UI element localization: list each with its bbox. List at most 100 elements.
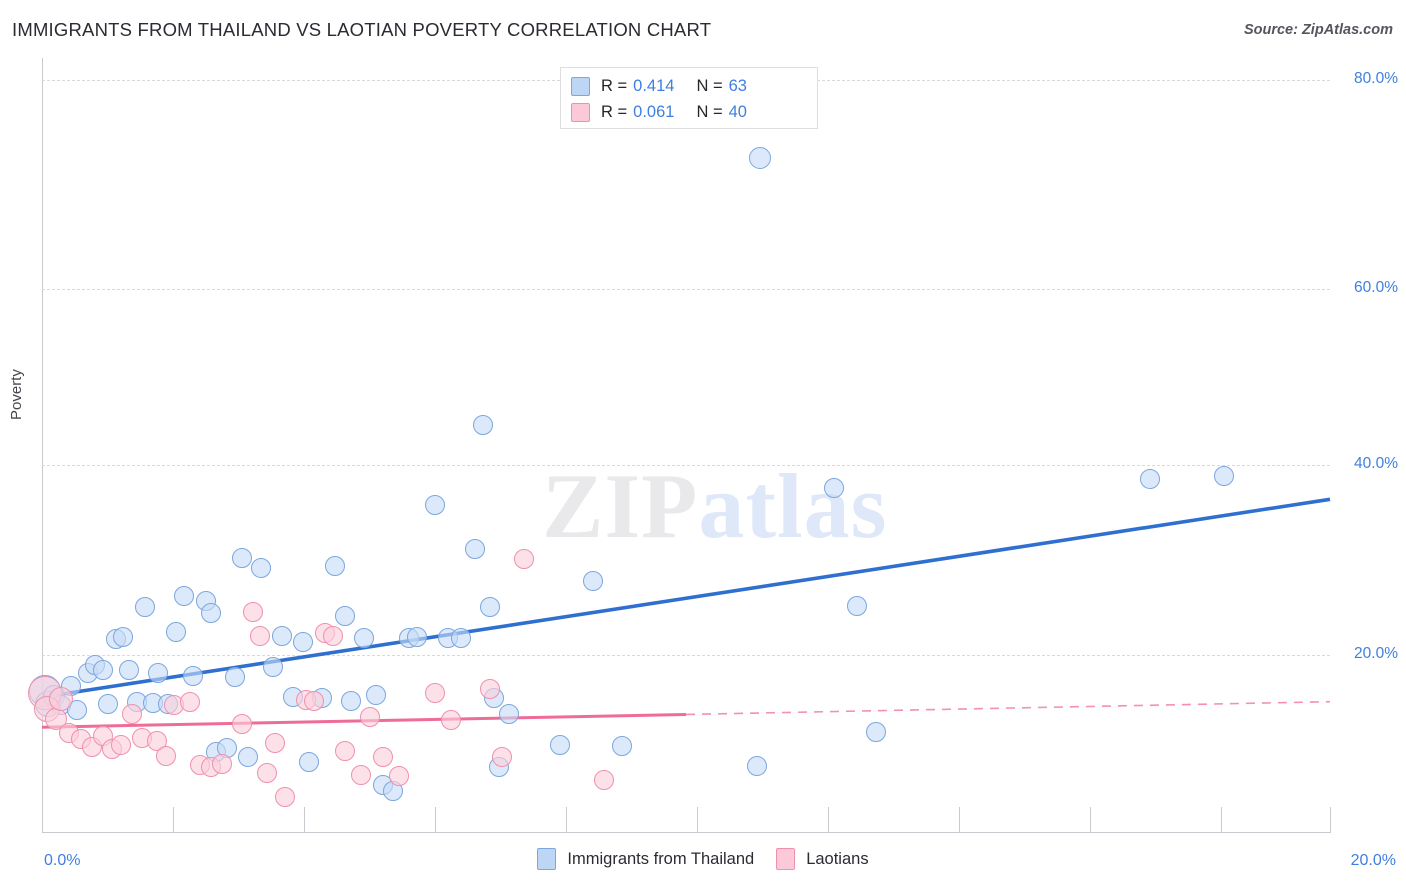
data-point-laotians[interactable]: [389, 765, 410, 786]
data-point-immigrants-from-thailand[interactable]: [464, 538, 485, 559]
data-point-immigrants-from-thailand[interactable]: [365, 685, 386, 706]
x-axis-tick: [435, 807, 436, 833]
data-point-laotians[interactable]: [513, 549, 534, 570]
data-point-immigrants-from-thailand[interactable]: [846, 595, 867, 616]
data-point-laotians[interactable]: [440, 709, 461, 730]
data-point-laotians[interactable]: [243, 602, 264, 623]
x-axis-min-label: 0.0%: [44, 852, 81, 869]
data-point-laotians[interactable]: [231, 713, 252, 734]
trend-line-laotians-dashed: [685, 700, 1331, 716]
data-point-immigrants-from-thailand[interactable]: [325, 555, 346, 576]
data-point-laotians[interactable]: [275, 787, 296, 808]
n-label: N =: [696, 102, 723, 121]
data-point-laotians[interactable]: [212, 753, 233, 774]
x-axis-tick: [828, 807, 829, 833]
correlation-stat-row: R = 0.414 N = 63: [571, 73, 807, 99]
r-value: 0.414: [633, 76, 675, 95]
legend-color-swatch: [776, 848, 796, 870]
data-point-laotians[interactable]: [265, 732, 286, 753]
data-point-immigrants-from-thailand[interactable]: [1213, 465, 1234, 486]
data-point-immigrants-from-thailand[interactable]: [865, 721, 886, 742]
data-point-laotians[interactable]: [360, 707, 381, 728]
data-point-laotians[interactable]: [49, 686, 74, 711]
data-point-laotians[interactable]: [155, 745, 176, 766]
data-point-immigrants-from-thailand[interactable]: [611, 736, 632, 757]
data-point-immigrants-from-thailand[interactable]: [824, 478, 845, 499]
data-point-immigrants-from-thailand[interactable]: [225, 667, 246, 688]
y-axis-tick-label: 40.0%: [1354, 455, 1398, 472]
source-attribution: Source: ZipAtlas.com: [1243, 22, 1393, 38]
data-point-laotians[interactable]: [373, 747, 394, 768]
data-point-immigrants-from-thailand[interactable]: [354, 627, 374, 648]
y-axis-tick-label: 80.0%: [1354, 70, 1398, 87]
plot-area: ZIPatlas: [27, 58, 1331, 833]
x-axis-max-label: 20.0%: [1350, 852, 1396, 869]
legend-label: Immigrants from Thailand: [567, 849, 755, 868]
data-point-immigrants-from-thailand[interactable]: [262, 657, 283, 678]
data-point-immigrants-from-thailand[interactable]: [749, 147, 772, 170]
data-point-immigrants-from-thailand[interactable]: [67, 699, 88, 720]
n-label: N =: [696, 76, 723, 95]
data-point-immigrants-from-thailand[interactable]: [238, 747, 259, 768]
data-point-immigrants-from-thailand[interactable]: [299, 751, 320, 772]
data-point-immigrants-from-thailand[interactable]: [147, 663, 168, 684]
data-point-immigrants-from-thailand[interactable]: [341, 690, 362, 711]
data-point-laotians[interactable]: [350, 764, 371, 785]
gridline: [42, 655, 1330, 656]
data-point-immigrants-from-thailand[interactable]: [479, 596, 500, 617]
data-point-laotians[interactable]: [492, 747, 513, 768]
data-point-immigrants-from-thailand[interactable]: [135, 596, 156, 617]
y-axis-tick-label: 60.0%: [1354, 279, 1398, 296]
data-point-immigrants-from-thailand[interactable]: [118, 659, 139, 680]
data-point-immigrants-from-thailand[interactable]: [334, 606, 355, 626]
data-point-immigrants-from-thailand[interactable]: [200, 603, 221, 624]
data-point-laotians[interactable]: [303, 690, 324, 711]
data-point-immigrants-from-thailand[interactable]: [173, 585, 194, 606]
data-point-immigrants-from-thailand[interactable]: [406, 626, 427, 647]
legend-entry[interactable]: Immigrants from Thailand: [537, 848, 754, 870]
r-label: R =: [601, 102, 628, 121]
data-point-laotians[interactable]: [249, 626, 270, 647]
data-point-immigrants-from-thailand[interactable]: [93, 659, 114, 680]
x-axis-tick: [173, 807, 174, 833]
data-point-laotians[interactable]: [323, 626, 344, 647]
legend-label: Laotians: [806, 849, 869, 868]
y-axis-tick-label: 20.0%: [1354, 645, 1398, 662]
data-point-immigrants-from-thailand[interactable]: [450, 627, 471, 648]
data-point-immigrants-from-thailand[interactable]: [746, 756, 767, 777]
data-point-laotians[interactable]: [593, 770, 614, 791]
legend-swatch-laotians: [571, 102, 590, 122]
data-point-laotians[interactable]: [334, 740, 355, 761]
n-value: 63: [728, 76, 747, 95]
data-point-immigrants-from-thailand[interactable]: [1139, 469, 1160, 490]
gridline: [42, 465, 1330, 466]
data-point-immigrants-from-thailand[interactable]: [292, 632, 313, 653]
data-point-immigrants-from-thailand[interactable]: [97, 694, 118, 715]
n-value: 40: [728, 102, 747, 121]
data-point-laotians[interactable]: [479, 678, 500, 699]
data-point-immigrants-from-thailand[interactable]: [165, 622, 186, 643]
x-axis-tick: [1221, 807, 1222, 833]
data-point-immigrants-from-thailand[interactable]: [582, 571, 603, 592]
data-point-immigrants-from-thailand[interactable]: [250, 557, 271, 578]
data-point-laotians[interactable]: [257, 762, 278, 783]
data-point-laotians[interactable]: [122, 703, 143, 724]
data-point-laotians[interactable]: [424, 682, 445, 703]
r-label: R =: [601, 76, 628, 95]
correlation-stat-row: R = 0.061 N = 40: [571, 99, 807, 125]
gridline: [42, 289, 1330, 290]
data-point-laotians[interactable]: [180, 691, 201, 712]
data-point-immigrants-from-thailand[interactable]: [498, 704, 519, 725]
data-point-immigrants-from-thailand[interactable]: [424, 494, 445, 515]
data-point-immigrants-from-thailand[interactable]: [271, 626, 292, 647]
data-point-immigrants-from-thailand[interactable]: [231, 547, 252, 568]
legend-entry[interactable]: Laotians: [776, 848, 869, 870]
x-axis-tick: [304, 807, 305, 833]
data-point-laotians[interactable]: [110, 735, 131, 756]
page-title: IMMIGRANTS FROM THAILAND VS LAOTIAN POVE…: [12, 19, 712, 40]
data-point-immigrants-from-thailand[interactable]: [473, 414, 494, 435]
data-point-immigrants-from-thailand[interactable]: [112, 626, 133, 647]
data-point-immigrants-from-thailand[interactable]: [183, 666, 204, 687]
data-point-immigrants-from-thailand[interactable]: [550, 734, 571, 755]
